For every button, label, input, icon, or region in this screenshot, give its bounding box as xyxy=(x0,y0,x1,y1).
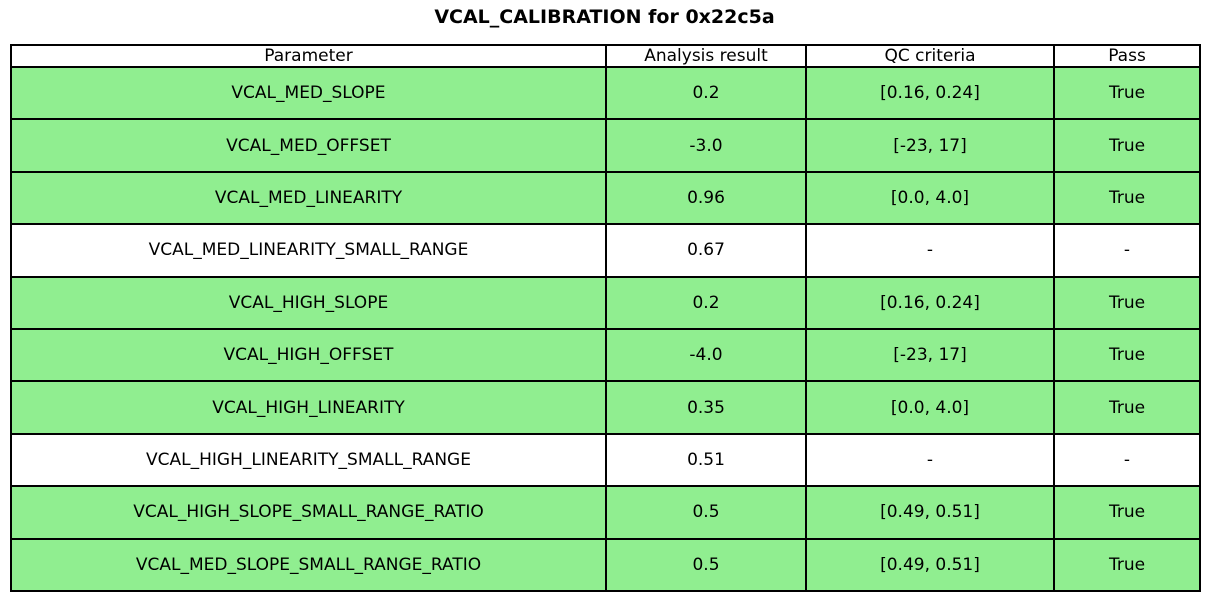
cell-pass: True xyxy=(1053,118,1201,173)
table-row: VCAL_MED_OFFSET -3.0 [-23, 17] True xyxy=(10,118,1201,173)
cell-criteria: [0.16, 0.24] xyxy=(805,65,1055,121)
figure-title: VCAL_CALIBRATION for 0x22c5a xyxy=(434,6,775,28)
cell-pass: True xyxy=(1053,380,1201,435)
cell-pass: True xyxy=(1053,327,1201,383)
column-header-pass: Pass xyxy=(1053,44,1201,68)
cell-pass: - xyxy=(1053,223,1201,278)
cell-criteria: [0.0, 4.0] xyxy=(805,380,1055,435)
cell-pass: True xyxy=(1053,485,1201,540)
cell-criteria: [0.49, 0.51] xyxy=(805,537,1055,593)
cell-parameter: VCAL_HIGH_LINEARITY_SMALL_RANGE xyxy=(10,432,607,488)
table-row: VCAL_MED_LINEARITY 0.96 [0.0, 4.0] True xyxy=(10,170,1201,226)
cell-parameter: VCAL_HIGH_OFFSET xyxy=(10,327,607,383)
column-header-qc-criteria: QC criteria xyxy=(805,44,1055,68)
cell-pass: True xyxy=(1053,537,1201,593)
cell-pass: - xyxy=(1053,432,1201,488)
cell-result: 0.5 xyxy=(605,537,807,593)
cell-pass: True xyxy=(1053,65,1201,121)
table-row: VCAL_HIGH_SLOPE_SMALL_RANGE_RATIO 0.5 [0… xyxy=(10,485,1201,540)
cell-criteria: - xyxy=(805,223,1055,278)
table-row: VCAL_MED_LINEARITY_SMALL_RANGE 0.67 - - xyxy=(10,223,1201,278)
table-row: VCAL_HIGH_OFFSET -4.0 [-23, 17] True xyxy=(10,327,1201,383)
cell-result: 0.5 xyxy=(605,485,807,540)
cell-result: 0.67 xyxy=(605,223,807,278)
cell-result: -4.0 xyxy=(605,327,807,383)
cell-parameter: VCAL_MED_SLOPE xyxy=(10,65,607,121)
cell-criteria: [-23, 17] xyxy=(805,327,1055,383)
cell-result: 0.2 xyxy=(605,65,807,121)
cell-parameter: VCAL_HIGH_SLOPE_SMALL_RANGE_RATIO xyxy=(10,485,607,540)
cell-parameter: VCAL_MED_OFFSET xyxy=(10,118,607,173)
cell-parameter: VCAL_MED_LINEARITY_SMALL_RANGE xyxy=(10,223,607,278)
table-row: VCAL_HIGH_SLOPE 0.2 [0.16, 0.24] True xyxy=(10,275,1201,330)
cell-criteria: [-23, 17] xyxy=(805,118,1055,173)
cell-result: 0.51 xyxy=(605,432,807,488)
cell-result: 0.35 xyxy=(605,380,807,435)
cell-parameter: VCAL_MED_SLOPE_SMALL_RANGE_RATIO xyxy=(10,537,607,593)
cell-criteria: [0.0, 4.0] xyxy=(805,170,1055,226)
column-header-parameter: Parameter xyxy=(10,44,607,68)
cell-result: -3.0 xyxy=(605,118,807,173)
cell-parameter: VCAL_HIGH_LINEARITY xyxy=(10,380,607,435)
cell-criteria: [0.49, 0.51] xyxy=(805,485,1055,540)
table-row: VCAL_MED_SLOPE 0.2 [0.16, 0.24] True xyxy=(10,65,1201,121)
cell-result: 0.2 xyxy=(605,275,807,330)
table-row: VCAL_HIGH_LINEARITY_SMALL_RANGE 0.51 - - xyxy=(10,432,1201,488)
table-row: VCAL_HIGH_LINEARITY 0.35 [0.0, 4.0] True xyxy=(10,380,1201,435)
column-header-analysis-result: Analysis result xyxy=(605,44,807,68)
table-row: VCAL_MED_SLOPE_SMALL_RANGE_RATIO 0.5 [0.… xyxy=(10,537,1201,593)
cell-criteria: [0.16, 0.24] xyxy=(805,275,1055,330)
cell-parameter: VCAL_MED_LINEARITY xyxy=(10,170,607,226)
header-row: Parameter Analysis result QC criteria Pa… xyxy=(10,44,1201,68)
cell-result: 0.96 xyxy=(605,170,807,226)
cell-pass: True xyxy=(1053,170,1201,226)
cell-criteria: - xyxy=(805,432,1055,488)
cell-parameter: VCAL_HIGH_SLOPE xyxy=(10,275,607,330)
qc-results-table: Parameter Analysis result QC criteria Pa… xyxy=(10,44,1201,593)
cell-pass: True xyxy=(1053,275,1201,330)
